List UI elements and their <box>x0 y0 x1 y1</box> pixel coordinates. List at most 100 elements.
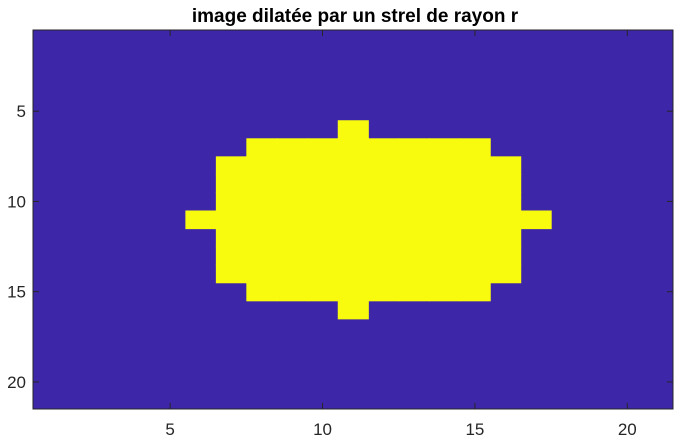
foreground-cell <box>398 246 430 266</box>
foreground-cell <box>215 210 247 230</box>
chart-title: image dilatée par un strel de rayon r <box>192 6 519 27</box>
foreground-cell <box>307 282 339 302</box>
foreground-cell <box>368 246 400 266</box>
foreground-cell <box>276 210 308 230</box>
foreground-cell <box>368 228 400 248</box>
plot-area: 5 10 15 20 5 10 15 20 <box>7 29 674 439</box>
foreground-cell <box>307 138 339 157</box>
foreground-cell <box>459 174 491 194</box>
foreground-cell <box>490 192 522 212</box>
foreground-cell <box>307 192 339 212</box>
foreground-cell <box>246 174 278 194</box>
foreground-cell <box>276 192 308 212</box>
foreground-cell <box>429 246 461 266</box>
foreground-cell <box>276 264 308 284</box>
foreground-cell <box>368 192 400 212</box>
x-tick-label: 20 <box>618 420 637 439</box>
foreground-cell <box>459 282 491 302</box>
foreground-cell <box>459 210 491 230</box>
foreground-cell <box>490 174 522 194</box>
foreground-cell <box>429 228 461 248</box>
foreground-cell <box>520 210 552 230</box>
foreground-cell <box>429 174 461 194</box>
foreground-cell <box>215 246 247 266</box>
foreground-cell <box>215 264 247 284</box>
foreground-cell <box>398 228 430 248</box>
foreground-cell <box>185 210 217 230</box>
y-tick-label: 15 <box>7 283 26 302</box>
foreground-cell <box>307 264 339 284</box>
x-tick-label: 15 <box>465 420 484 439</box>
x-tick-label: 10 <box>313 420 332 439</box>
foreground-cell <box>215 192 247 212</box>
foreground-cell <box>490 264 522 284</box>
foreground-cell <box>490 246 522 266</box>
foreground-cell <box>246 210 278 230</box>
foreground-cell <box>307 246 339 266</box>
foreground-cell <box>246 282 278 302</box>
foreground-cell <box>398 156 430 175</box>
foreground-cell <box>276 228 308 248</box>
foreground-cell <box>490 228 522 248</box>
foreground-cell <box>307 210 339 230</box>
foreground-cell <box>337 228 369 248</box>
foreground-cell <box>246 246 278 266</box>
foreground-cell <box>368 138 400 157</box>
x-tick-label: 5 <box>165 420 174 439</box>
foreground-cell <box>429 192 461 212</box>
foreground-cell <box>459 246 491 266</box>
foreground-cell <box>307 228 339 248</box>
foreground-cell <box>429 138 461 157</box>
foreground-cell <box>337 156 369 175</box>
y-tick-label: 10 <box>7 192 26 211</box>
foreground-cell <box>429 282 461 302</box>
foreground-cell <box>307 174 339 194</box>
foreground-cell <box>398 210 430 230</box>
foreground-cell <box>490 156 522 175</box>
foreground-cell <box>337 120 369 139</box>
foreground-cell <box>459 192 491 212</box>
foreground-cell <box>246 264 278 284</box>
foreground-cell <box>368 210 400 230</box>
foreground-cell <box>246 192 278 212</box>
foreground-cell <box>276 138 308 157</box>
foreground-cell <box>246 228 278 248</box>
y-tick-label: 20 <box>7 373 26 392</box>
foreground-cells <box>185 120 552 320</box>
foreground-cell <box>459 156 491 175</box>
foreground-cell <box>368 174 400 194</box>
foreground-cell <box>215 174 247 194</box>
foreground-cell <box>337 138 369 157</box>
foreground-cell <box>276 156 308 175</box>
foreground-cell <box>368 282 400 302</box>
foreground-cell <box>398 264 430 284</box>
foreground-cell <box>429 264 461 284</box>
foreground-cell <box>398 174 430 194</box>
foreground-cell <box>398 282 430 302</box>
foreground-cell <box>215 156 247 175</box>
foreground-cell <box>337 246 369 266</box>
foreground-cell <box>368 156 400 175</box>
foreground-cell <box>459 264 491 284</box>
foreground-cell <box>276 282 308 302</box>
foreground-cell <box>246 156 278 175</box>
foreground-cell <box>490 210 522 230</box>
foreground-cell <box>398 192 430 212</box>
axes-frame <box>32 29 674 410</box>
axis-ticks: 5 10 15 20 5 10 15 20 <box>7 30 673 439</box>
y-tick-label: 5 <box>17 102 26 121</box>
foreground-cell <box>215 228 247 248</box>
foreground-cell <box>307 156 339 175</box>
foreground-cell <box>368 264 400 284</box>
foreground-cell <box>398 138 430 157</box>
foreground-cell <box>246 138 278 157</box>
foreground-cell <box>337 192 369 212</box>
foreground-cell <box>337 174 369 194</box>
foreground-cell <box>276 246 308 266</box>
foreground-cell <box>337 300 369 320</box>
foreground-cell <box>337 210 369 230</box>
foreground-cell <box>276 174 308 194</box>
foreground-cell <box>429 210 461 230</box>
foreground-cell <box>459 228 491 248</box>
